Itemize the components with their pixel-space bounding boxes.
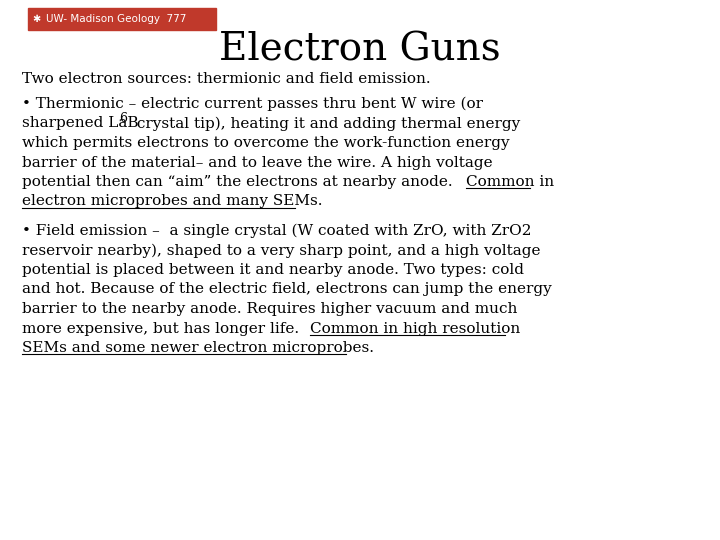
Text: barrier of the material– and to leave the wire. A high voltage: barrier of the material– and to leave th… [22,156,492,170]
Text: which permits electrons to overcome the work-function energy: which permits electrons to overcome the … [22,136,510,150]
Text: Two electron sources: thermionic and field emission.: Two electron sources: thermionic and fie… [22,72,431,86]
Text: potential is placed between it and nearby anode. Two types: cold: potential is placed between it and nearb… [22,263,524,277]
Text: barrier to the nearby anode. Requires higher vacuum and much: barrier to the nearby anode. Requires hi… [22,302,518,316]
FancyBboxPatch shape [28,8,216,30]
Text: Common in high resolution: Common in high resolution [310,321,521,335]
Text: 6: 6 [120,112,127,125]
Text: Electron Guns: Electron Guns [219,31,501,69]
Text: • Thermionic – electric current passes thru bent W wire (or: • Thermionic – electric current passes t… [22,97,483,111]
Text: Common in: Common in [467,175,554,189]
Text: UW- Madison Geology  777: UW- Madison Geology 777 [46,14,186,24]
Text: and hot. Because of the electric field, electrons can jump the energy: and hot. Because of the electric field, … [22,282,552,296]
Text: sharpened LaB: sharpened LaB [22,117,138,131]
Text: reservoir nearby), shaped to a very sharp point, and a high voltage: reservoir nearby), shaped to a very shar… [22,244,541,258]
Text: electron microprobes and many SEMs.: electron microprobes and many SEMs. [22,194,323,208]
Text: crystal tip), heating it and adding thermal energy: crystal tip), heating it and adding ther… [132,117,521,131]
Text: ✱: ✱ [32,14,40,24]
Text: • Field emission –  a single crystal (W coated with ZrO, with ZrO2: • Field emission – a single crystal (W c… [22,224,531,238]
Text: SEMs and some newer electron microprobes.: SEMs and some newer electron microprobes… [22,341,374,355]
Text: potential then can “aim” the electrons at nearby anode.: potential then can “aim” the electrons a… [22,175,457,189]
Text: more expensive, but has longer life.: more expensive, but has longer life. [22,321,304,335]
